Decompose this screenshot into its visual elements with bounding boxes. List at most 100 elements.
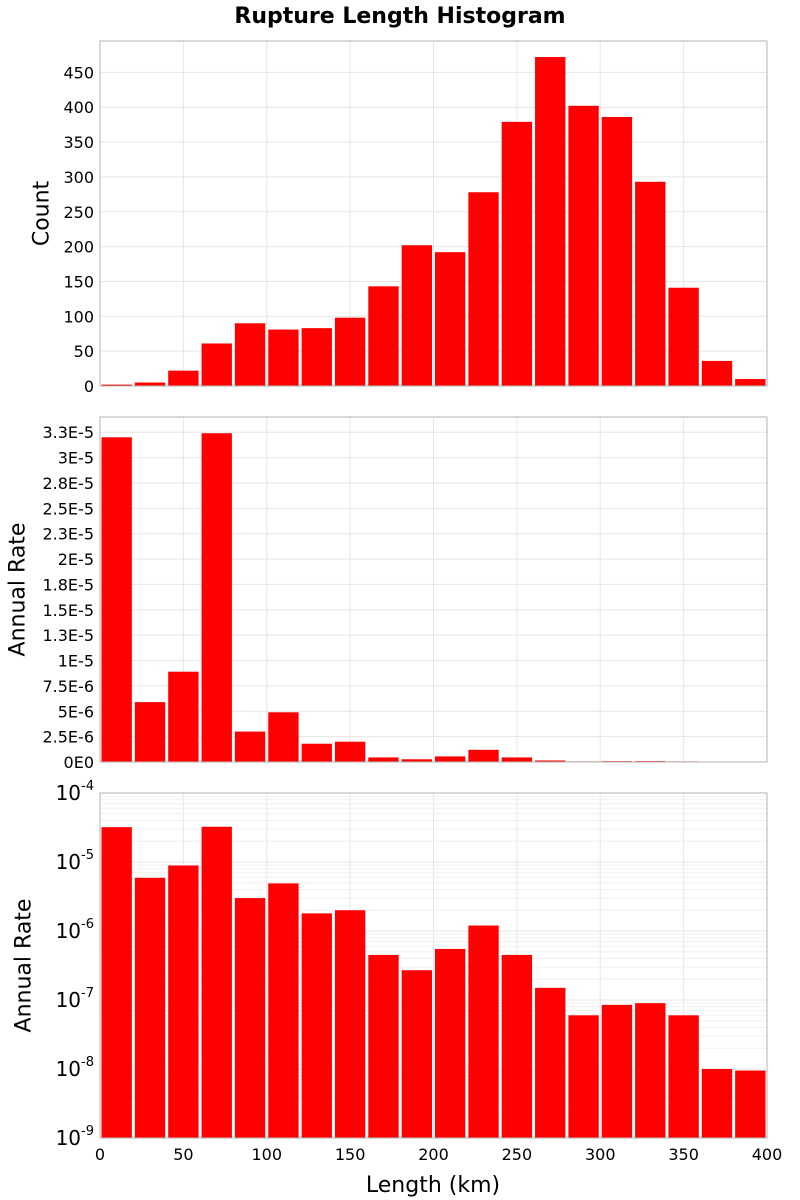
x-tick-label: 100 <box>251 1145 282 1164</box>
y-tick-label: 250 <box>63 203 94 222</box>
bar-110km <box>268 883 299 1138</box>
bar-130km <box>301 913 332 1138</box>
bar-310km <box>601 116 633 386</box>
bar-210km <box>435 252 466 386</box>
y-tick-base: 10 <box>56 919 81 943</box>
y-tick-base: 10 <box>56 850 81 874</box>
y-tick-label: 0 <box>84 377 94 396</box>
panel-annual-rate-linear: 0E0 2.5E-6 5E-6 7.5E-6 1E-5 1.3E-5 1.5E-5 1.8E-… <box>6 416 768 772</box>
bar-350km <box>668 1015 699 1138</box>
bar-310km <box>601 1004 633 1138</box>
bar-90km <box>234 731 266 762</box>
y-tick-label: 2.5E-6 <box>42 728 94 747</box>
y-tick-label: 5E-6 <box>58 702 94 721</box>
bar-30km <box>134 877 166 1138</box>
bar-70km <box>201 343 232 386</box>
y-tick-exponent: -4 <box>81 779 94 794</box>
grid-lines <box>99 41 768 387</box>
bar-350km <box>668 287 699 386</box>
chart-title: Rupture Length Histogram <box>234 4 565 29</box>
y-tick-label: 1.3E-5 <box>42 626 94 645</box>
grid-lines <box>99 417 768 763</box>
bar-30km <box>134 382 166 386</box>
y-tick-label: 10-4 <box>56 779 94 805</box>
y-tick-label: 0E0 <box>64 753 94 772</box>
bar-290km <box>568 105 599 387</box>
y-tick-label: 1.5E-5 <box>42 601 94 620</box>
bar-170km <box>368 757 399 762</box>
y-tick-label: 10-9 <box>56 1124 94 1150</box>
bar-90km <box>234 323 266 386</box>
y-tick-base: 10 <box>56 1057 81 1081</box>
bar-130km <box>301 328 332 386</box>
bar-270km <box>535 760 566 762</box>
y-tick-labels: 0 50 100 150 200 250 300 350 400 450 <box>63 63 94 396</box>
bar-190km <box>401 759 432 762</box>
bar-190km <box>401 970 432 1138</box>
bar-190km <box>401 245 432 386</box>
y-tick-label: 10-5 <box>56 848 94 874</box>
bar-210km <box>435 756 466 762</box>
x-tick-label: 350 <box>668 1145 699 1164</box>
x-tick-label: 150 <box>335 1145 366 1164</box>
y-tick-label: 10-6 <box>56 917 94 943</box>
y-tick-label: 2E-5 <box>58 550 94 569</box>
y-tick-base: 10 <box>56 1126 81 1150</box>
bar-90km <box>234 898 266 1138</box>
y-axis-label: Count <box>30 180 55 246</box>
bar-230km <box>468 749 499 762</box>
bar-10km <box>101 827 132 1138</box>
x-tick-label: 300 <box>585 1145 616 1164</box>
bar-390km <box>735 1070 766 1138</box>
y-tick-label: 7.5E-6 <box>42 677 94 696</box>
bar-110km <box>268 329 299 386</box>
bar-110km <box>268 712 299 762</box>
y-tick-label: 10-7 <box>56 986 94 1012</box>
y-tick-label: 1E-5 <box>58 652 94 671</box>
y-tick-base: 10 <box>56 781 81 805</box>
bar-10km <box>101 384 132 386</box>
y-tick-label: 3E-5 <box>58 449 94 468</box>
y-tick-labels: 10-910-810-710-610-510-4 <box>56 779 94 1150</box>
x-tick-label: 200 <box>418 1145 449 1164</box>
bar-370km <box>701 360 733 386</box>
y-tick-label: 1.8E-5 <box>42 575 94 594</box>
bar-210km <box>435 948 466 1138</box>
bar-330km <box>635 181 666 386</box>
y-tick-label: 200 <box>63 238 94 257</box>
y-tick-label: 3.3E-5 <box>42 423 94 442</box>
bar-250km <box>501 121 533 387</box>
bar-150km <box>334 910 366 1138</box>
bar-250km <box>501 954 533 1138</box>
bars <box>101 57 766 387</box>
y-tick-exponent: -6 <box>81 917 94 932</box>
y-tick-label: 2.8E-5 <box>42 474 94 493</box>
bar-330km <box>635 1003 666 1138</box>
x-tick-labels: 0 50 100 150 200 250 300 350 400 <box>95 1145 782 1164</box>
bar-50km <box>168 370 199 386</box>
plot-frame <box>99 792 768 1139</box>
bar-70km <box>201 433 232 762</box>
plot-frame <box>99 40 768 387</box>
y-tick-label: 100 <box>63 307 94 326</box>
y-tick-label: 450 <box>63 63 94 82</box>
grid-lines <box>99 792 768 1139</box>
y-tick-base: 10 <box>56 988 81 1012</box>
y-tick-label: 150 <box>63 272 94 291</box>
y-tick-label: 350 <box>63 133 94 152</box>
bar-290km <box>568 1015 599 1138</box>
bar-10km <box>101 437 132 762</box>
bar-390km <box>735 379 766 386</box>
y-tick-exponent: -5 <box>81 848 94 863</box>
bar-50km <box>168 865 199 1138</box>
bar-150km <box>334 741 366 762</box>
bar-370km <box>701 1069 733 1138</box>
bars <box>101 826 766 1138</box>
y-tick-label: 10-8 <box>56 1055 94 1081</box>
y-tick-label: 300 <box>63 168 94 187</box>
bar-70km <box>201 826 232 1138</box>
bar-250km <box>501 757 533 762</box>
bar-30km <box>134 702 166 762</box>
